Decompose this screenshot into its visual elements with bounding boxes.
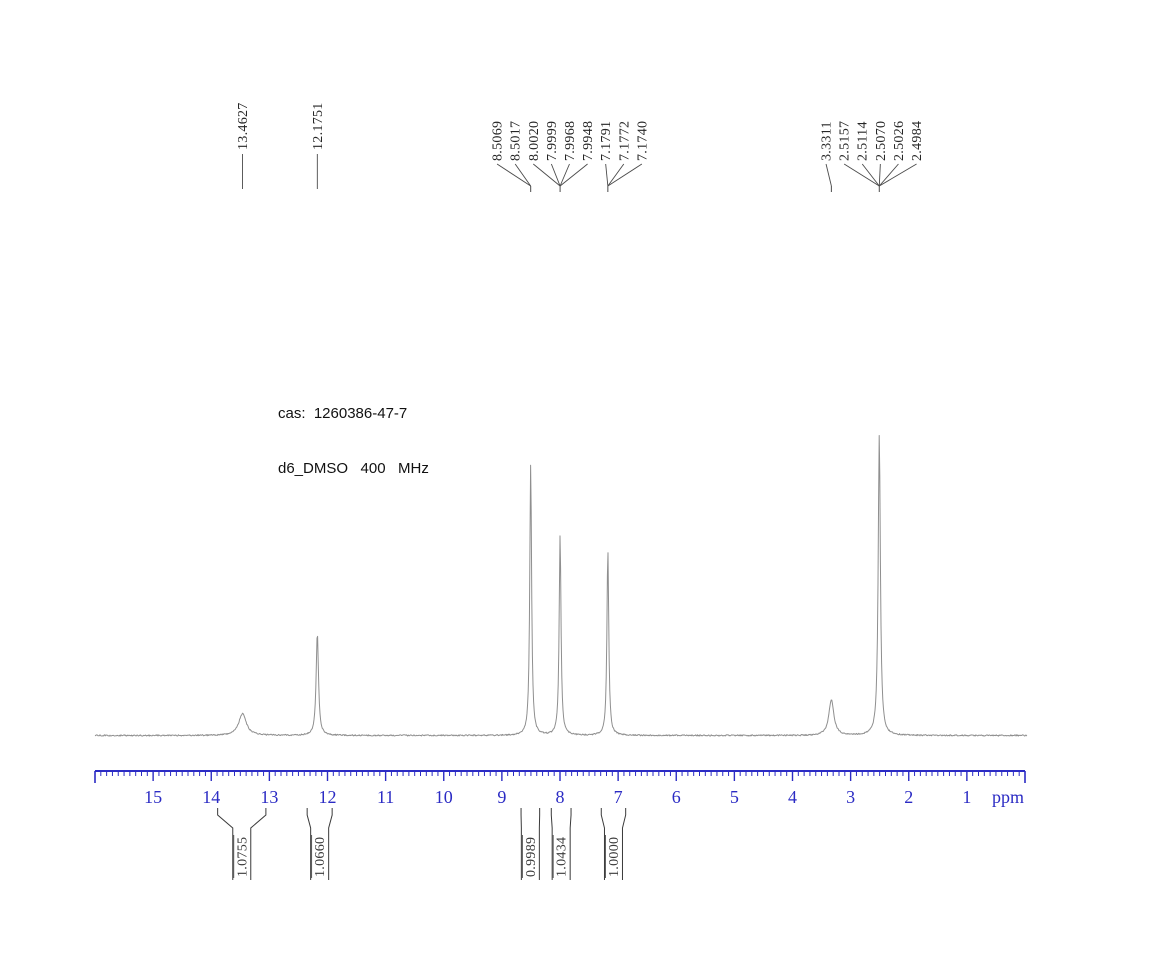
peak-ppm-label: 7.1740 <box>635 121 650 161</box>
x-axis-tick-label: 11 <box>377 787 394 807</box>
peak-ppm-label: 2.4984 <box>910 121 925 161</box>
peak-ppm-label: 13.4627 <box>236 102 251 150</box>
peak-ppm-label: 8.0020 <box>527 121 542 161</box>
x-axis-tick-label: 3 <box>846 787 855 807</box>
x-axis-tick-label: 5 <box>730 787 739 807</box>
peak-label-leader-line <box>532 163 561 187</box>
peak-label-leader-line <box>878 163 881 187</box>
peak-label-leader-line <box>550 163 561 187</box>
peak-ppm-label: 12.1751 <box>311 102 326 150</box>
x-axis-tick-label: 13 <box>260 787 278 807</box>
x-axis-tick-label: 6 <box>672 787 681 807</box>
peak-ppm-label: 7.9999 <box>545 121 560 161</box>
integral-bracket <box>569 808 572 880</box>
peak-ppm-label: 8.5017 <box>509 121 524 161</box>
peak-ppm-label: 7.1772 <box>617 121 632 161</box>
peak-ppm-label: 3.3311 <box>820 121 835 161</box>
peak-label-leader-line <box>861 163 880 187</box>
peak-label-leader-line <box>514 163 532 187</box>
peak-label-leader-line <box>878 163 899 187</box>
x-axis-tick-label: 8 <box>556 787 565 807</box>
peak-ppm-label: 2.5157 <box>838 121 853 161</box>
peak-label-leader-line <box>879 163 917 187</box>
cas-number-text: cas: 1260386-47-7 <box>278 405 408 422</box>
peak-ppm-label: 2.5026 <box>892 121 907 161</box>
spectrum-trace <box>94 435 1028 737</box>
integral-bracket <box>550 808 553 880</box>
integral-bracket <box>621 808 627 880</box>
integral-value-label: 1.0434 <box>555 837 570 877</box>
peak-label-leader-line <box>559 163 588 187</box>
peak-ppm-label: 2.5114 <box>856 121 871 161</box>
integral-bracket <box>600 808 605 880</box>
peak-label-leader-line <box>607 163 625 187</box>
peak-ppm-label: 7.1791 <box>599 121 614 161</box>
integral-bracket <box>217 808 234 880</box>
x-axis-tick-label: 7 <box>614 787 623 807</box>
x-axis-tick-label: 12 <box>319 787 337 807</box>
x-axis-tick-label: 9 <box>497 787 506 807</box>
integral-value-label: 1.0660 <box>313 837 328 877</box>
integral-value-label: 1.0000 <box>607 837 622 877</box>
peak-label-leader-line <box>825 163 832 187</box>
peak-label-leader-line <box>496 163 531 187</box>
peak-label-leader-line <box>843 163 880 187</box>
solvent-frequency-text: d6_DMSO 400 MHz <box>278 460 429 477</box>
peak-ppm-label: 7.9968 <box>563 121 578 161</box>
peak-ppm-label: 8.5069 <box>491 121 506 161</box>
peak-ppm-label: 2.5070 <box>874 121 889 161</box>
peak-label-leader-line <box>605 163 609 187</box>
x-axis-unit-label: ppm <box>992 787 1024 807</box>
x-axis-tick-label: 4 <box>788 787 797 807</box>
x-axis-tick-label: 15 <box>144 787 162 807</box>
integral-value-label: 0.9989 <box>524 837 539 877</box>
integral-value-label: 1.0755 <box>235 837 250 877</box>
annotation-block: cas: 1260386-47-7 d6_DMSO 400 MHz <box>278 376 429 506</box>
integral-bracket <box>328 808 333 880</box>
peak-ppm-label: 7.9948 <box>581 121 596 161</box>
integral-bracket <box>306 808 312 880</box>
x-axis-tick-label: 10 <box>435 787 453 807</box>
x-axis-tick-label: 14 <box>202 787 220 807</box>
peak-label-leader-line <box>559 163 570 187</box>
x-axis-tick-label: 2 <box>904 787 913 807</box>
x-axis-tick-label: 1 <box>962 787 971 807</box>
integral-bracket <box>250 808 267 880</box>
peak-label-leader-line <box>607 163 643 187</box>
